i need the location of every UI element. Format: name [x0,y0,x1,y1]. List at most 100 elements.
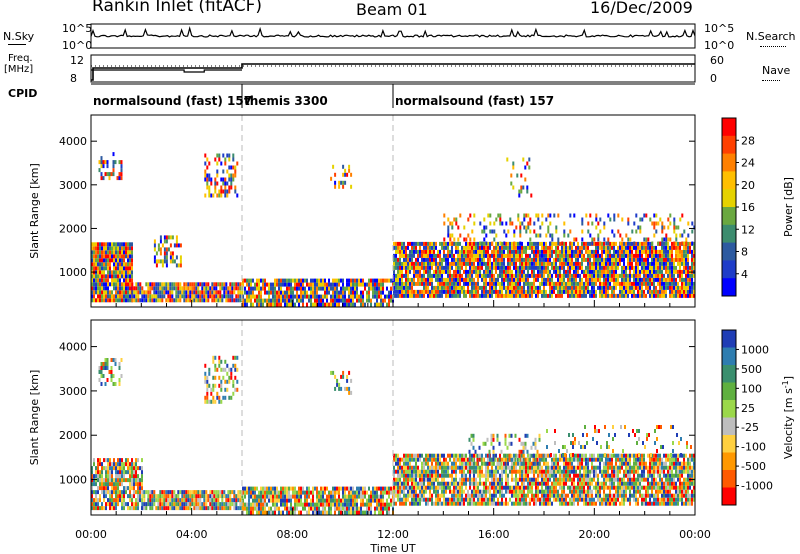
scatter-cell [681,233,684,238]
scatter-cell [111,278,113,283]
scatter-cell [300,502,302,507]
scatter-cell [517,241,519,246]
scatter-cell [143,498,146,503]
scatter-cell [517,253,519,258]
scatter-cell [435,489,437,494]
scatter-cell [499,265,501,270]
scatter-cell [557,265,559,270]
scatter-cell [499,289,501,294]
scatter-cell [107,498,109,503]
scatter-cell [681,269,683,274]
scatter-cell [252,498,254,503]
scatter-cell [153,239,156,244]
scatter-cell [435,277,437,282]
scatter-cell [103,486,105,491]
scatter-cell [443,481,445,486]
scatter-cell [372,286,374,291]
scatter-cell [523,277,525,282]
scatter-cell [441,493,443,498]
scatter-cell [423,461,425,466]
scatter-cell [685,237,688,242]
scatter-cell [617,281,619,286]
scatter-cell [220,161,223,166]
scatter-cell [117,470,119,475]
scatter-cell [435,453,437,458]
scatter-cell [415,293,417,298]
scatter-cell [505,241,507,246]
scatter-cell [457,265,459,270]
scatter-cell [340,180,343,185]
scatter-cell [415,461,417,466]
scatter-cell [665,265,667,270]
scatter-cell [280,278,282,283]
scatter-cell [427,269,429,274]
scatter-cell [467,233,470,238]
scatter-cell [101,258,103,263]
scatter-cell [483,269,485,274]
scatter-cell [338,506,340,511]
scatter-cell [563,289,565,294]
scatter-cell [501,289,503,294]
scatter-cell [605,277,607,282]
scatter-cell [185,494,188,499]
scatter-cell [645,213,648,218]
scatter-cell [495,281,497,286]
scatter-cell [419,269,421,274]
scatter-cell [278,506,280,511]
scatter-cell [366,498,368,503]
scatter-cell [368,486,370,491]
scatter-cell [366,290,368,295]
scatter-cell [403,293,405,298]
scatter-cell [507,293,509,298]
scatter-cell [471,497,473,502]
scatter-cell [356,294,358,299]
scatter-cell [99,298,101,303]
scatter-cell [163,251,166,256]
scatter-cell [429,457,431,462]
scatter-cell [254,498,256,503]
scatter-cell [334,302,336,307]
scatter-cell [320,498,322,503]
scatter-cell [463,457,465,462]
scatter-cell [505,289,507,294]
scatter-cell [173,498,176,503]
scatter-cell [491,261,493,266]
scatter-cell [332,490,334,495]
scatter-cell [453,457,455,462]
scatter-cell [441,277,443,282]
scatter-cell [469,453,471,458]
scatter-cell [421,453,423,458]
scatter-cell [427,273,429,278]
scatter-cell [635,269,637,274]
scatter-cell [429,493,431,498]
scatter-cell [386,278,388,283]
scatter-cell [115,290,117,295]
scatter-cell [551,233,554,238]
scatter-cell [581,229,584,234]
scatter-cell [473,285,475,290]
scatter-cell [649,217,652,222]
scatter-cell [691,277,693,282]
scatter-cell [264,278,266,283]
scatter-cell [449,273,451,278]
scatter-cell [687,233,690,238]
scatter-cell [511,253,513,258]
scatter-cell [282,498,284,503]
scatter-cell [401,273,403,278]
scatter-cell [563,273,565,278]
scatter-cell [169,498,172,503]
scatter-cell [503,257,505,262]
scatter-cell [205,298,208,303]
scatter-cell [382,298,384,303]
scatter-cell [687,261,689,266]
scatter-cell [139,498,141,503]
scatter-cell [493,489,495,494]
scatter-cell [304,286,306,291]
scatter-cell [477,245,479,250]
scatter-cell [457,237,460,242]
scatter-cell [306,494,308,499]
scatter-cell [585,213,588,218]
scatter-cell [683,257,685,262]
scatter-cell [378,510,380,515]
scatter-cell [419,453,421,458]
